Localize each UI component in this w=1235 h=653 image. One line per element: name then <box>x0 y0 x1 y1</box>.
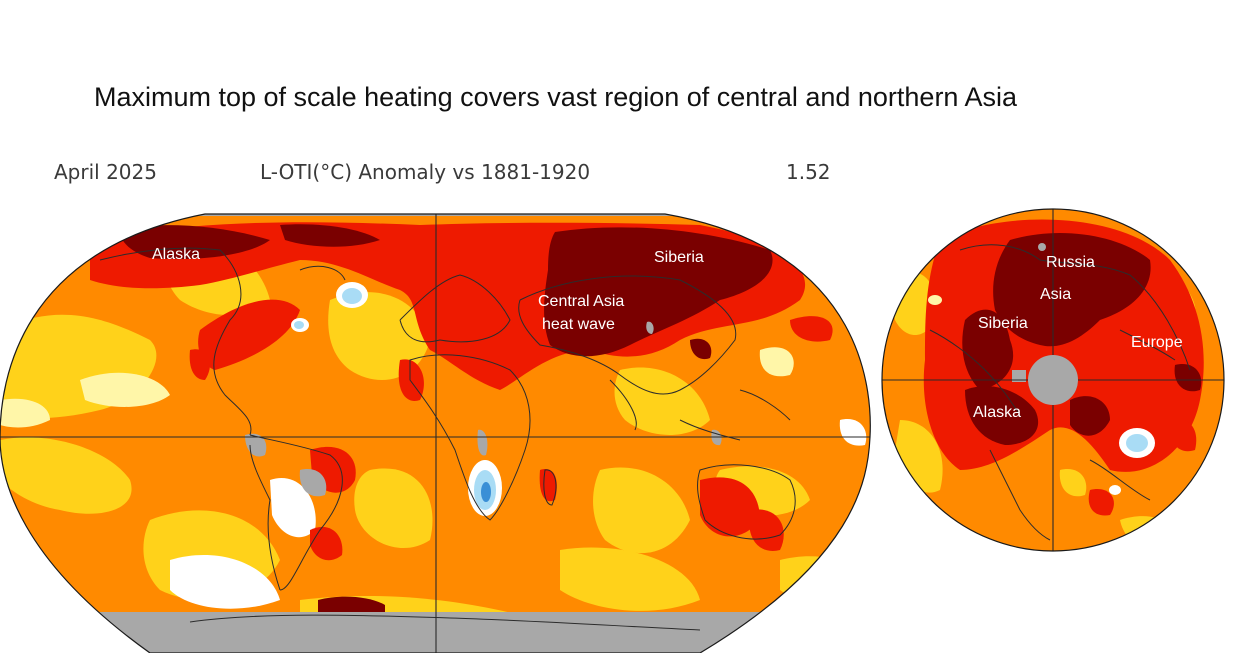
polar-label-asia: Asia <box>1040 286 1071 303</box>
global-mean-value: 1.52 <box>786 160 831 184</box>
cool-anomaly-spots <box>291 282 502 516</box>
polar-label-alaska: Alaska <box>973 404 1021 421</box>
label-alaska: Alaska <box>152 246 200 263</box>
light-anomaly-fields <box>0 347 867 609</box>
polar-label-europe: Europe <box>1131 334 1183 351</box>
polar-map-outline <box>881 208 1225 552</box>
world-map[interactable]: Alaska Siberia Central Asia heat wave <box>0 200 880 653</box>
polar-deep-red-fields <box>962 232 1202 445</box>
polar-label-siberia: Siberia <box>978 315 1028 332</box>
polar-map[interactable]: Russia Asia Siberia Europe Alaska <box>880 205 1230 555</box>
coastlines <box>99 247 796 631</box>
label-heat-wave: heat wave <box>542 316 615 333</box>
headline: Maximum top of scale heating covers vast… <box>94 82 1017 112</box>
map-date: April 2025 <box>54 160 157 184</box>
polar-coastlines <box>929 244 1191 541</box>
deep-red-anomaly-fields <box>119 224 773 625</box>
polar-no-data-patch <box>1012 370 1026 382</box>
graticule <box>0 214 871 653</box>
polar-no-data-dot <box>1038 243 1046 251</box>
polar-no-data-cap <box>1028 355 1078 405</box>
polar-label-russia: Russia <box>1046 254 1095 271</box>
label-siberia: Siberia <box>654 249 704 266</box>
metric-title: L-OTI(°C) Anomaly vs 1881-1920 <box>260 160 591 184</box>
polar-graticule <box>882 209 1224 551</box>
label-central-asia: Central Asia <box>538 293 624 310</box>
polar-cool-spots <box>928 295 1155 495</box>
no-data-areas <box>0 214 871 653</box>
